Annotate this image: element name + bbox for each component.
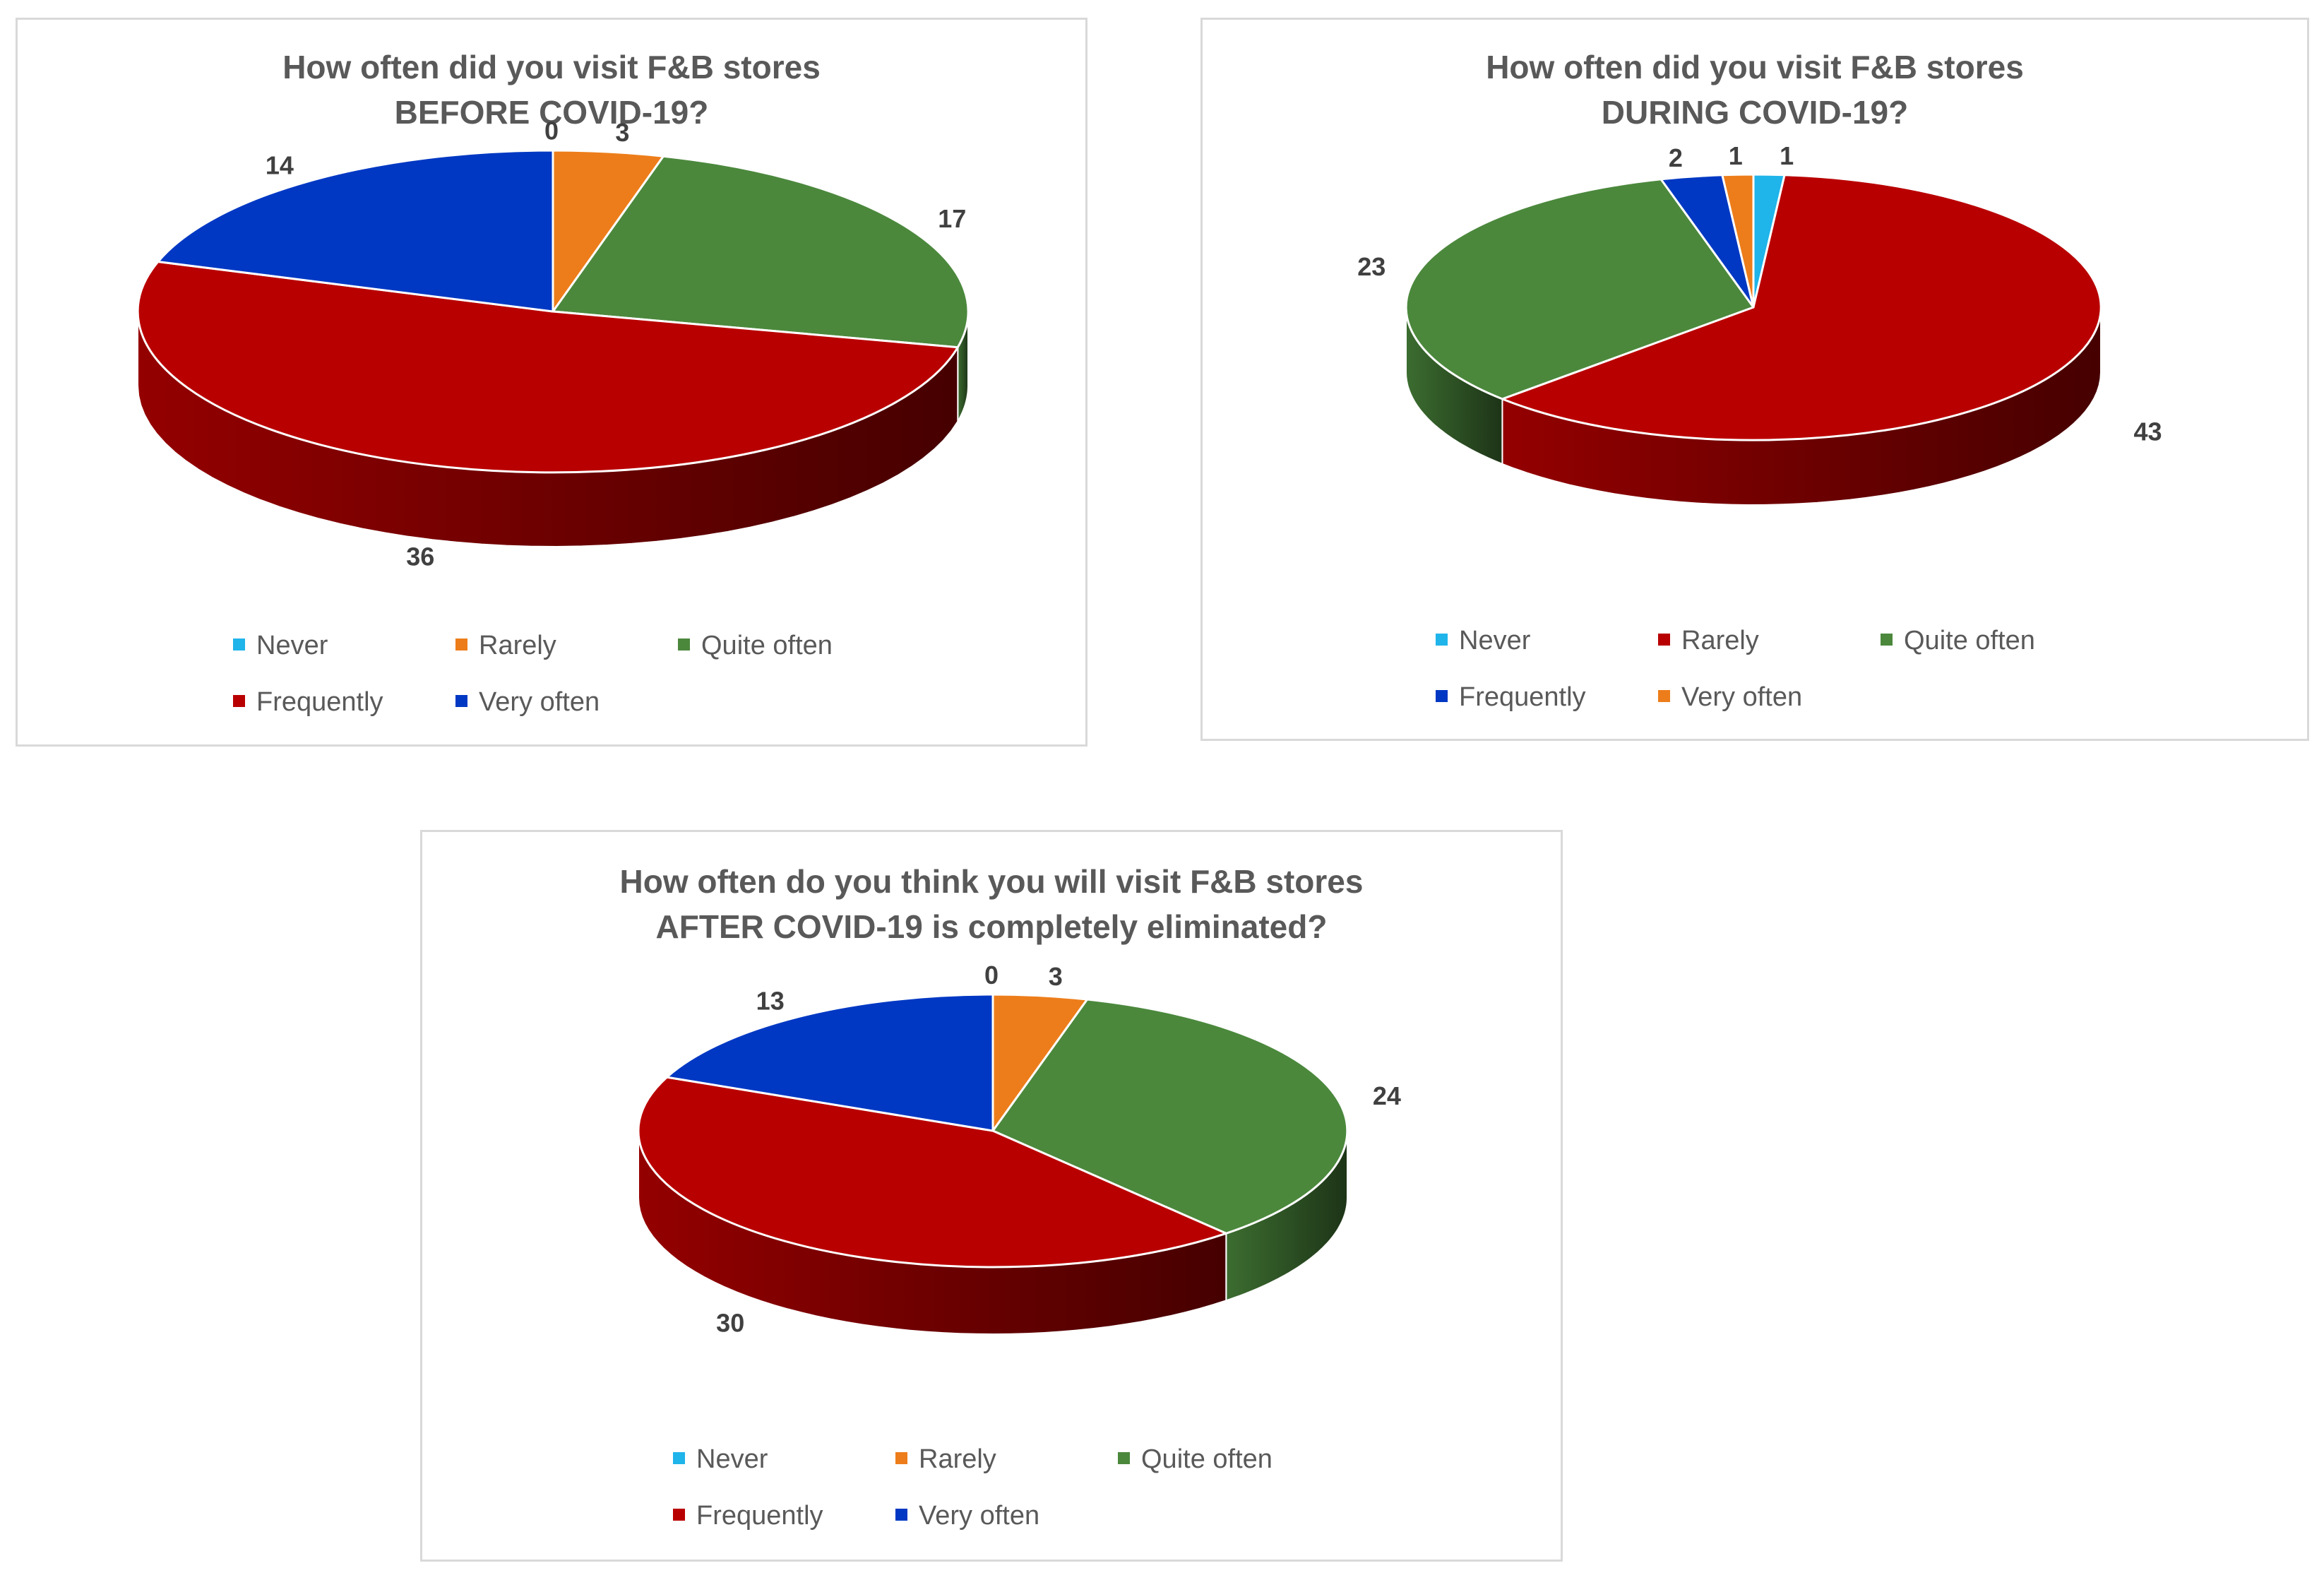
- pie-slice-rarely: [1501, 174, 2102, 441]
- legend-label: Never: [256, 631, 328, 660]
- legend-label: Frequently: [696, 1501, 823, 1531]
- legend-item-very-often: Very often: [1658, 682, 1802, 713]
- legend-item-very-often: Very often: [895, 1501, 1039, 1531]
- legend-item-never: Never: [673, 1444, 768, 1475]
- pie-slice-quite-often: [991, 998, 1349, 1235]
- chart-before-covid: How often did you visit F&B stores BEFOR…: [16, 18, 1087, 747]
- chart-title-line-1: How often do you think you will visit F&…: [619, 863, 1364, 900]
- chart-title: How often do you think you will visit F&…: [422, 859, 1561, 949]
- data-label-never: 0: [984, 961, 999, 990]
- data-label-very-often: 14: [266, 150, 294, 179]
- legend-label: Very often: [919, 1501, 1040, 1531]
- chart-after-covid: How often do you think you will visit F&…: [420, 830, 1563, 1562]
- legend-label: Frequently: [1459, 682, 1586, 712]
- pie-slice-very-often: [665, 993, 994, 1132]
- chart-title-line-2: BEFORE COVID-19?: [394, 94, 709, 131]
- legend-swatch: [1118, 1452, 1130, 1465]
- data-label-quite-often: 23: [1357, 252, 1386, 281]
- data-label-very-often: 13: [756, 986, 785, 1015]
- legend-swatch: [1881, 634, 1893, 646]
- data-label-very-often: 1: [1729, 141, 1743, 170]
- chart-title: How often did you visit F&B stores BEFOR…: [18, 44, 1085, 135]
- data-label-frequently: 36: [406, 542, 434, 571]
- legend-swatch: [673, 1509, 685, 1521]
- data-label-quite-often: 24: [1373, 1081, 1401, 1110]
- legend-label: Rarely: [479, 631, 556, 660]
- legend-item-never: Never: [233, 631, 328, 661]
- legend-swatch: [673, 1452, 685, 1465]
- legend-item-rarely: Rarely: [455, 631, 556, 661]
- legend-item-frequently: Frequently: [1436, 682, 1586, 713]
- legend-label: Rarely: [1681, 626, 1759, 655]
- legend-swatch: [895, 1509, 907, 1521]
- legend-label: Quite often: [701, 631, 833, 660]
- legend-item-quite-often: Quite often: [1118, 1444, 1273, 1475]
- pie-chart-after: 0 3 24 30 13: [637, 961, 1401, 1338]
- legend-label: Quite often: [1904, 626, 2035, 655]
- legend-label: Rarely: [919, 1444, 996, 1474]
- pie-slice-quite-often: [552, 155, 970, 349]
- legend-swatch: [233, 695, 245, 708]
- pie-slice-frequently: [637, 1076, 1227, 1269]
- legend-swatch: [455, 638, 467, 651]
- legend-label: Frequently: [256, 687, 383, 717]
- legend-label: Never: [696, 1444, 768, 1474]
- chart-title: How often did you visit F&B stores DURIN…: [1203, 44, 2307, 135]
- data-label-never: 0: [544, 117, 559, 145]
- legend-swatch: [1436, 634, 1448, 646]
- data-label-frequently: 30: [716, 1309, 744, 1338]
- legend-item-very-often: Very often: [455, 687, 600, 718]
- chart-title-line-2: AFTER COVID-19 is completely eliminated?: [655, 908, 1328, 945]
- legend-swatch: [233, 638, 245, 651]
- data-label-rarely: 3: [615, 118, 629, 147]
- legend-label: Never: [1459, 626, 1531, 655]
- pie-slice-quite-often: [1405, 178, 1755, 400]
- legend-item-quite-often: Quite often: [1881, 626, 2035, 656]
- legend-swatch: [1658, 690, 1670, 703]
- data-label-quite-often: 17: [938, 204, 966, 233]
- pie-chart-during: 1 43 23 2 1: [1357, 141, 2162, 506]
- legend-item-rarely: Rarely: [1658, 626, 1759, 656]
- legend-item-frequently: Frequently: [673, 1501, 823, 1531]
- pie-slice-frequently: [136, 261, 959, 474]
- pie-slice-very-often: [1721, 173, 1755, 309]
- chart-title-line-2: DURING COVID-19?: [1601, 94, 1909, 131]
- data-label-never: 1: [1780, 141, 1794, 170]
- legend-swatch: [1436, 690, 1448, 703]
- legend-label: Very often: [479, 687, 600, 717]
- chart-title-line-1: How often did you visit F&B stores: [282, 49, 821, 85]
- legend-item-quite-often: Quite often: [678, 631, 833, 661]
- legend-swatch: [455, 695, 467, 708]
- legend-swatch: [1658, 634, 1670, 646]
- legend-label: Very often: [1681, 682, 1803, 712]
- legend-label: Quite often: [1141, 1444, 1273, 1474]
- legend-item-never: Never: [1436, 626, 1530, 656]
- data-label-rarely: 3: [1049, 962, 1063, 991]
- pie-chart-before: 0 3 17 36 14: [136, 117, 970, 571]
- chart-during-covid: How often did you visit F&B stores DURIN…: [1200, 18, 2309, 741]
- legend-item-rarely: Rarely: [895, 1444, 996, 1475]
- data-label-rarely: 43: [2133, 417, 2162, 446]
- legend-swatch: [678, 638, 690, 651]
- pie-slice-very-often: [157, 149, 554, 313]
- chart-title-line-1: How often did you visit F&B stores: [1486, 49, 2024, 85]
- data-label-frequently: 2: [1669, 143, 1683, 172]
- legend-item-frequently: Frequently: [233, 687, 383, 718]
- legend-swatch: [895, 1452, 907, 1465]
